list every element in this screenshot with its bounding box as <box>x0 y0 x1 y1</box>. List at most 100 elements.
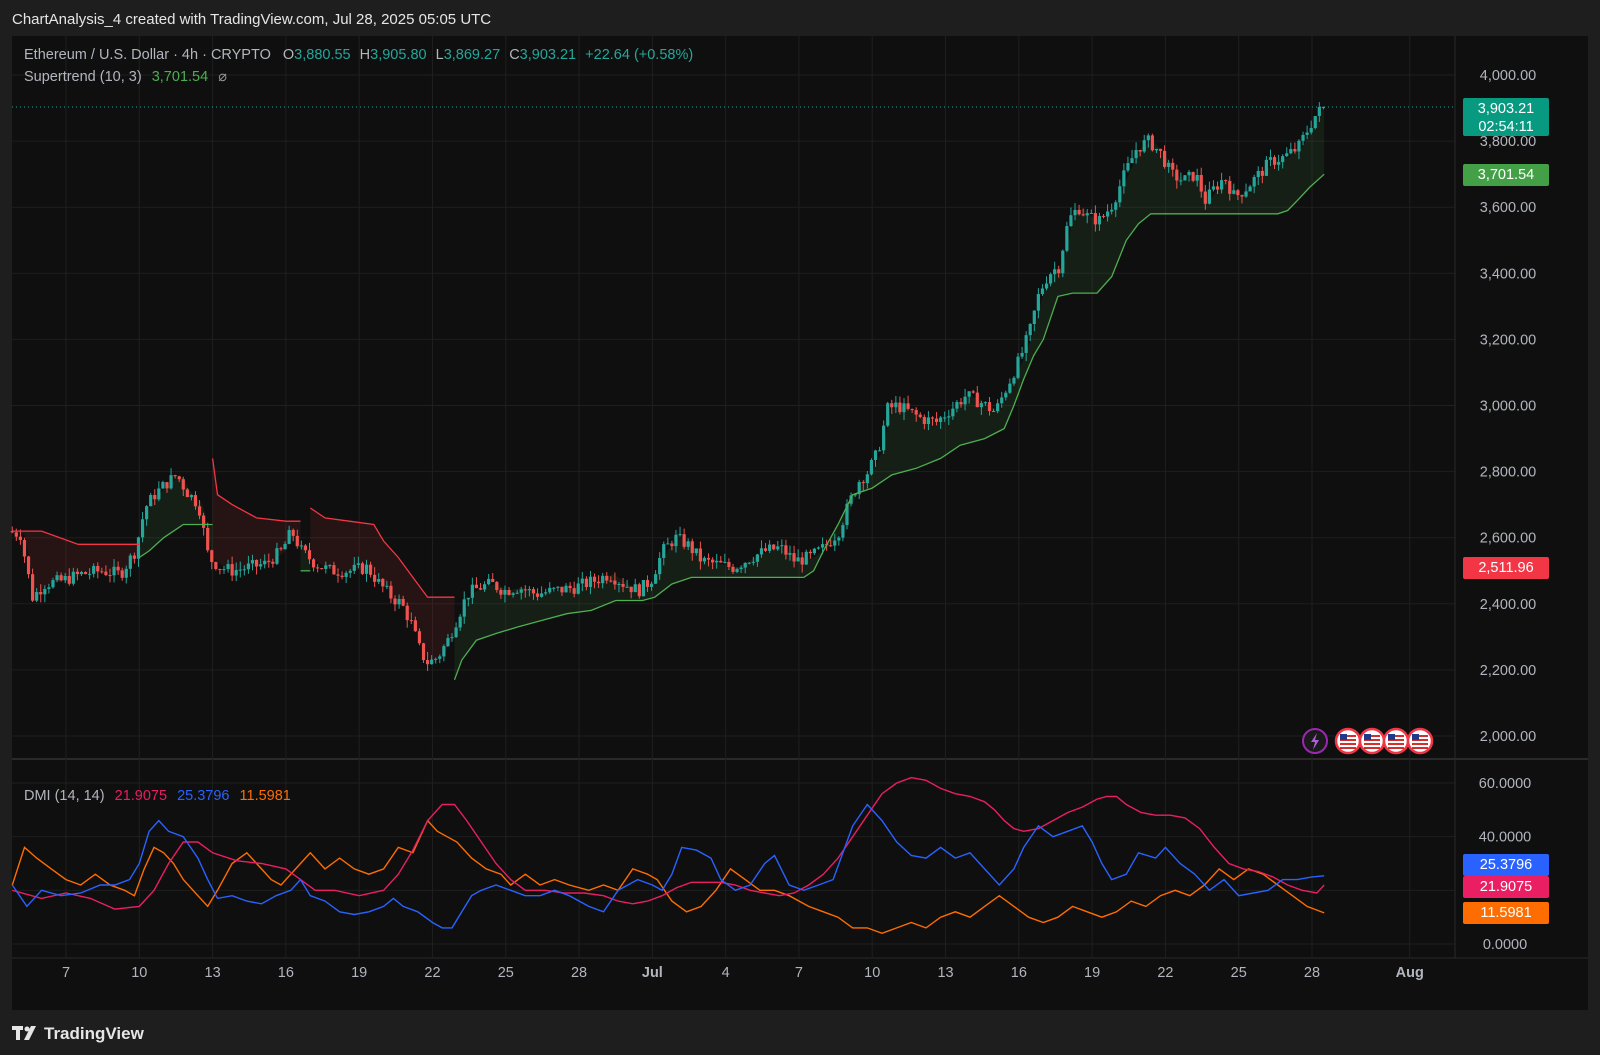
candle-up <box>556 586 560 588</box>
candle-up <box>1183 175 1187 181</box>
candle-down <box>230 564 234 576</box>
hide-icon[interactable]: ⌀ <box>218 69 227 85</box>
candle-up <box>299 545 303 547</box>
flag-canton <box>1412 734 1419 740</box>
flag-stripe <box>1364 739 1380 741</box>
chart-panel[interactable] <box>12 36 1588 1010</box>
lightning-icon <box>1311 733 1319 750</box>
dmi-minus-badge-bg <box>1463 902 1549 924</box>
time-tick-label: 4 <box>722 965 730 981</box>
candle-down <box>417 631 422 644</box>
candle-up <box>702 557 707 562</box>
candle-down <box>792 553 796 562</box>
candle-down <box>303 545 308 551</box>
candle-down <box>861 482 865 484</box>
supertrend-up-fill <box>454 107 1325 680</box>
candle-down <box>670 543 674 547</box>
candle-up <box>136 537 141 559</box>
candle-up <box>169 475 173 489</box>
candle-up <box>446 638 450 647</box>
candle-down <box>531 589 536 594</box>
candle-down <box>295 535 299 547</box>
tradingview-logo-icon[interactable] <box>12 1024 40 1042</box>
dmi-minus-value: 11.5981 <box>239 788 291 804</box>
price-tick-label: 3,200.00 <box>1480 332 1536 348</box>
candle-down <box>75 571 80 575</box>
symbol-title[interactable]: Ethereum / U.S. Dollar · 4h · CRYPTO <box>24 47 271 63</box>
supertrend-up-line <box>138 523 213 559</box>
candle-up <box>1256 170 1260 178</box>
candle-down <box>800 557 804 565</box>
candle-up <box>588 576 593 588</box>
candle-down <box>706 557 711 560</box>
candle-up <box>853 494 857 496</box>
candle-up <box>686 541 690 547</box>
time-tick-label: Jul <box>642 965 663 981</box>
candle-down <box>409 620 413 622</box>
supertrend-down-line <box>211 458 301 522</box>
candle-up <box>458 616 462 628</box>
time-tick-label: 19 <box>1084 965 1100 981</box>
candle-up <box>1179 180 1183 182</box>
candle-down <box>267 560 271 562</box>
candle-up <box>894 402 898 408</box>
brand-name[interactable]: TradingView <box>44 1024 144 1043</box>
flag-stripe <box>1340 743 1356 745</box>
candle-up <box>694 548 698 554</box>
chart-svg[interactable]: 4,000.00 3,800.00 3,600.00 3,400.00 3,200.00… <box>0 0 1600 1010</box>
candle-down <box>1101 215 1106 217</box>
candle-down <box>491 578 495 583</box>
candle-down <box>1150 135 1154 151</box>
candle-down <box>100 571 104 573</box>
candle-up <box>1110 209 1114 212</box>
candle-down <box>116 566 120 571</box>
candle-up <box>841 525 845 538</box>
open-value: 3,880.55 <box>294 47 351 63</box>
candle-up <box>466 597 470 600</box>
candle-down <box>987 402 992 412</box>
candle-up <box>759 548 764 555</box>
price-tick-label: 3,400.00 <box>1480 266 1536 282</box>
event-markers[interactable] <box>1302 727 1434 755</box>
candle-up <box>157 488 161 500</box>
candle-up <box>246 563 251 570</box>
candle-up <box>625 586 629 588</box>
candle-up <box>1264 159 1268 176</box>
candle-up <box>1305 132 1309 135</box>
dmi-label[interactable]: DMI (14, 14) <box>24 788 105 804</box>
candle-up <box>820 544 825 548</box>
candle-down <box>1203 191 1207 204</box>
candle-down <box>1215 186 1220 190</box>
candle-up <box>263 560 267 565</box>
axes: 4,000.00 3,800.00 3,600.00 3,400.00 3,200.00… <box>62 68 1536 981</box>
candle-up <box>462 599 466 617</box>
chart-grid <box>12 36 1588 959</box>
candle-down <box>22 539 27 557</box>
flag-canton <box>1388 734 1395 740</box>
flag-stripe <box>1412 739 1428 741</box>
candle-down <box>360 563 365 574</box>
candle-down <box>210 550 214 563</box>
candle-down <box>173 475 177 477</box>
time-tick-label: 25 <box>498 965 514 981</box>
open-label: O <box>282 47 295 63</box>
candle-down <box>727 561 731 567</box>
chart-caption: ChartAnalysis_4 created with TradingView… <box>12 11 492 28</box>
candle-up <box>735 568 739 572</box>
candle-down <box>478 588 483 590</box>
candle-up <box>1105 211 1110 217</box>
candle-up <box>857 482 861 495</box>
candle-down <box>507 589 511 595</box>
time-tick-label: 7 <box>62 965 70 981</box>
candle-up <box>865 474 869 484</box>
time-tick-label: 19 <box>351 965 367 981</box>
candle-up <box>92 565 96 574</box>
candle-up <box>487 578 491 585</box>
dmi-tick-label: 0.0000 <box>1483 937 1527 953</box>
candle-down <box>930 417 935 419</box>
supertrend-label[interactable]: Supertrend (10, 3) <box>24 69 142 85</box>
candle-down <box>165 482 169 489</box>
candle-down <box>214 562 218 569</box>
candle-down <box>763 548 768 551</box>
candle-down <box>1228 180 1232 194</box>
